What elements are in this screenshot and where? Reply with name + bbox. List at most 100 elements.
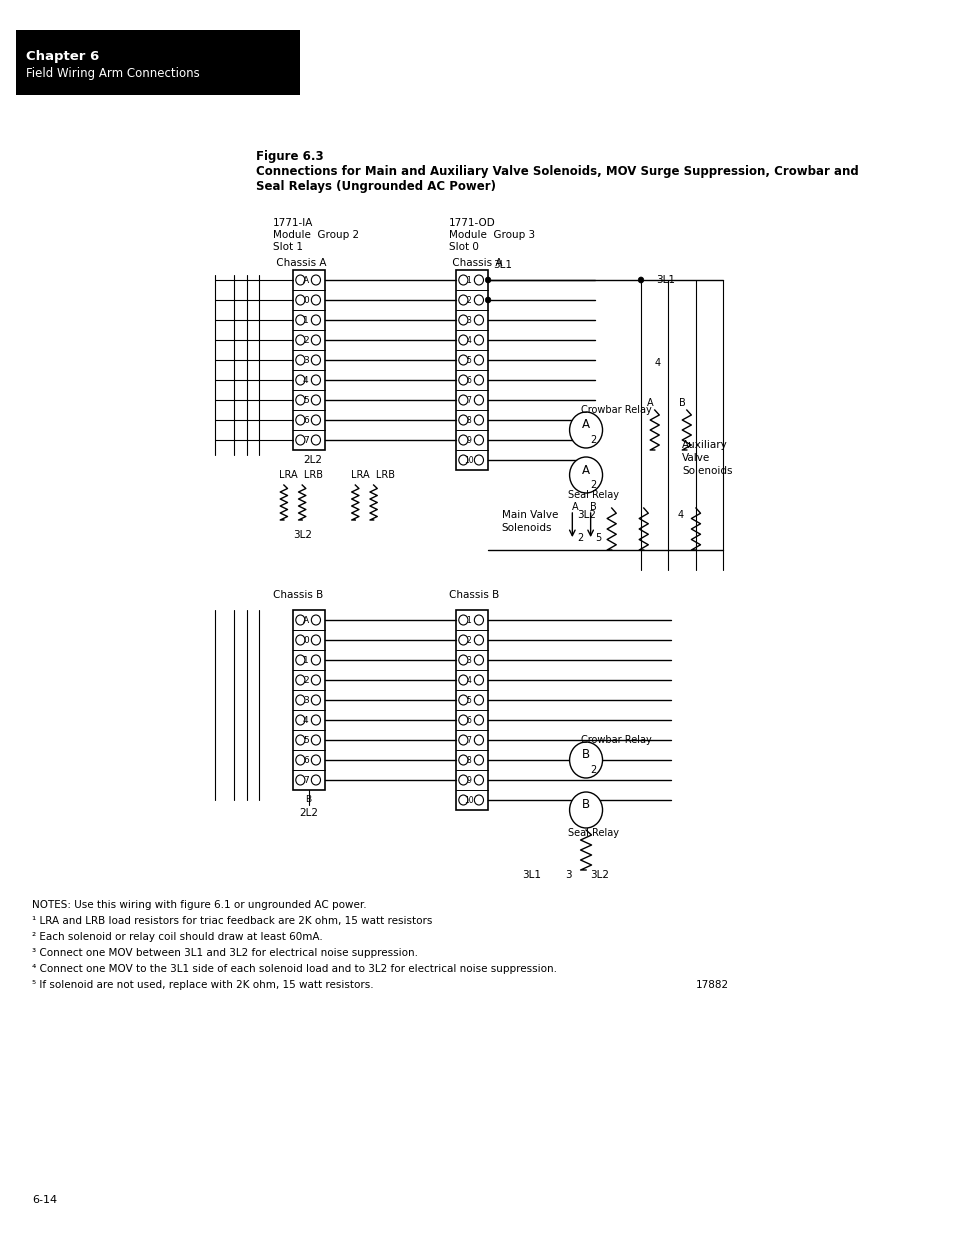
Text: 6: 6 — [303, 416, 309, 425]
Circle shape — [458, 415, 467, 425]
Text: Auxiliary: Auxiliary — [681, 440, 727, 450]
Text: Module  Group 3: Module Group 3 — [448, 230, 535, 240]
Text: B: B — [305, 795, 312, 804]
Text: 4: 4 — [677, 510, 683, 520]
Text: 2L2: 2L2 — [303, 454, 322, 466]
Text: 3L2: 3L2 — [293, 530, 312, 540]
Text: 0: 0 — [303, 296, 309, 305]
Text: 2: 2 — [590, 480, 597, 490]
Text: 10: 10 — [463, 456, 474, 466]
Circle shape — [458, 715, 467, 725]
Circle shape — [569, 742, 602, 778]
Text: A: A — [302, 275, 309, 285]
Text: Chassis A: Chassis A — [448, 258, 501, 268]
Text: LRA  LRB: LRA LRB — [279, 471, 323, 480]
Text: 1: 1 — [303, 656, 309, 664]
Circle shape — [474, 335, 483, 345]
Text: 4: 4 — [466, 676, 471, 685]
Circle shape — [311, 615, 320, 625]
Text: 5: 5 — [595, 534, 600, 543]
Circle shape — [474, 435, 483, 445]
Text: ⁴ Connect one MOV to the 3L1 side of each solenoid load and to 3L2 for electrica: ⁴ Connect one MOV to the 3L1 side of eac… — [32, 965, 557, 974]
Text: 2: 2 — [303, 336, 309, 345]
Circle shape — [295, 415, 305, 425]
Text: 5: 5 — [466, 356, 471, 366]
Circle shape — [311, 635, 320, 645]
Circle shape — [474, 715, 483, 725]
Circle shape — [311, 354, 320, 366]
Circle shape — [311, 315, 320, 325]
Circle shape — [295, 695, 305, 705]
Text: 4: 4 — [303, 375, 309, 385]
Circle shape — [474, 635, 483, 645]
Circle shape — [311, 735, 320, 745]
Circle shape — [458, 635, 467, 645]
Text: 2: 2 — [303, 676, 309, 685]
Circle shape — [295, 375, 305, 385]
Text: 3: 3 — [303, 356, 309, 366]
Circle shape — [311, 676, 320, 685]
Circle shape — [458, 275, 467, 285]
Circle shape — [295, 435, 305, 445]
Circle shape — [295, 315, 305, 325]
Circle shape — [295, 735, 305, 745]
Circle shape — [458, 676, 467, 685]
Text: 2: 2 — [577, 534, 582, 543]
Text: 8: 8 — [466, 756, 471, 764]
Circle shape — [295, 615, 305, 625]
Circle shape — [295, 335, 305, 345]
Circle shape — [311, 395, 320, 405]
Text: Chapter 6: Chapter 6 — [26, 49, 99, 63]
Text: 2L2: 2L2 — [299, 808, 317, 818]
Circle shape — [474, 395, 483, 405]
Text: B: B — [679, 398, 685, 408]
Circle shape — [485, 277, 490, 283]
Text: Slot 0: Slot 0 — [448, 242, 478, 252]
Text: 4: 4 — [654, 358, 659, 368]
Circle shape — [638, 277, 643, 283]
Text: 7: 7 — [303, 436, 309, 445]
Text: A: A — [302, 616, 309, 625]
Circle shape — [458, 615, 467, 625]
Circle shape — [474, 454, 483, 466]
Text: 3: 3 — [466, 316, 471, 325]
Circle shape — [485, 296, 490, 303]
Text: B: B — [581, 748, 590, 762]
Text: 7: 7 — [466, 396, 471, 405]
Text: 1771-OD: 1771-OD — [448, 219, 495, 228]
Circle shape — [295, 715, 305, 725]
Circle shape — [458, 354, 467, 366]
Circle shape — [311, 375, 320, 385]
Circle shape — [474, 695, 483, 705]
Text: ³ Connect one MOV between 3L1 and 3L2 for electrical noise suppression.: ³ Connect one MOV between 3L1 and 3L2 fo… — [32, 948, 417, 958]
Circle shape — [474, 315, 483, 325]
Circle shape — [311, 295, 320, 305]
Text: 6: 6 — [303, 756, 309, 764]
Text: 3L1: 3L1 — [656, 275, 675, 285]
Text: A: A — [581, 463, 590, 477]
Bar — [456, 270, 488, 471]
Text: NOTES: Use this wiring with figure 6.1 or ungrounded AC power.: NOTES: Use this wiring with figure 6.1 o… — [32, 900, 366, 910]
Circle shape — [569, 792, 602, 827]
Circle shape — [458, 655, 467, 664]
Text: 6: 6 — [466, 375, 471, 385]
Text: A: A — [646, 398, 653, 408]
Text: 5: 5 — [303, 396, 309, 405]
Text: Seal Relay: Seal Relay — [567, 827, 618, 839]
Text: 9: 9 — [466, 436, 471, 445]
Text: Figure 6.3: Figure 6.3 — [256, 149, 324, 163]
Circle shape — [474, 295, 483, 305]
Text: Solenoids: Solenoids — [681, 466, 732, 475]
Circle shape — [295, 655, 305, 664]
Text: Module  Group 2: Module Group 2 — [273, 230, 358, 240]
Text: 6-14: 6-14 — [32, 1195, 57, 1205]
Text: Crowbar Relay: Crowbar Relay — [581, 405, 652, 415]
Circle shape — [458, 295, 467, 305]
Circle shape — [474, 275, 483, 285]
Circle shape — [474, 755, 483, 764]
Circle shape — [295, 776, 305, 785]
Text: 0: 0 — [303, 636, 309, 645]
Text: 3L2: 3L2 — [590, 869, 609, 881]
Text: 7: 7 — [466, 736, 471, 745]
Text: 17882: 17882 — [696, 981, 728, 990]
